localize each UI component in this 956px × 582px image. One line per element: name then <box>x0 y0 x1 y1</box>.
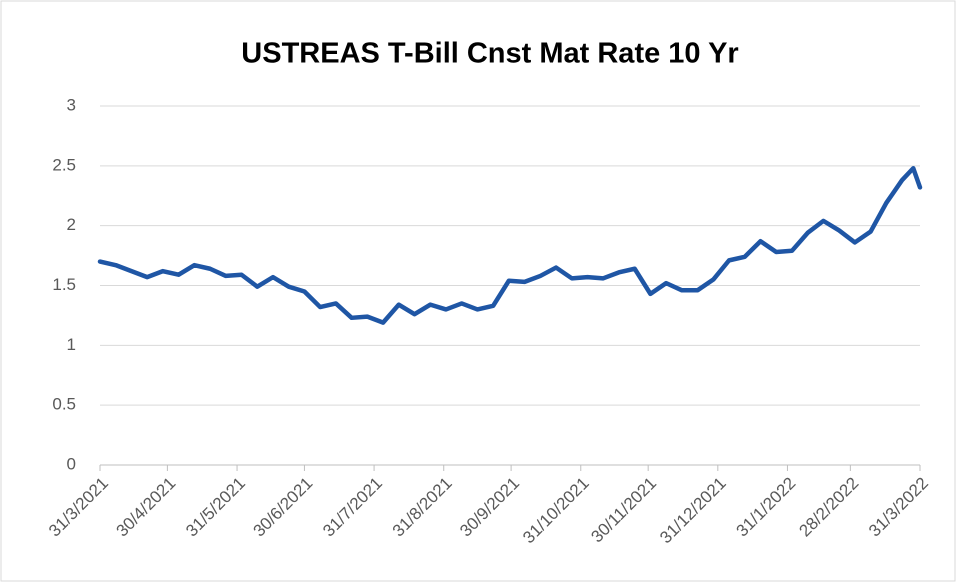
y-tick-label: 2.5 <box>52 155 76 174</box>
y-tick-label: 0.5 <box>52 395 76 414</box>
y-tick-label: 1.5 <box>52 275 76 294</box>
y-tick-label: 0 <box>67 454 76 473</box>
y-tick-label: 3 <box>67 95 76 114</box>
y-tick-label: 1 <box>67 335 76 354</box>
chart-title: USTREAS T-Bill Cnst Mat Rate 10 Yr <box>241 38 738 70</box>
y-tick-label: 2 <box>67 215 76 234</box>
line-series <box>97 165 923 325</box>
